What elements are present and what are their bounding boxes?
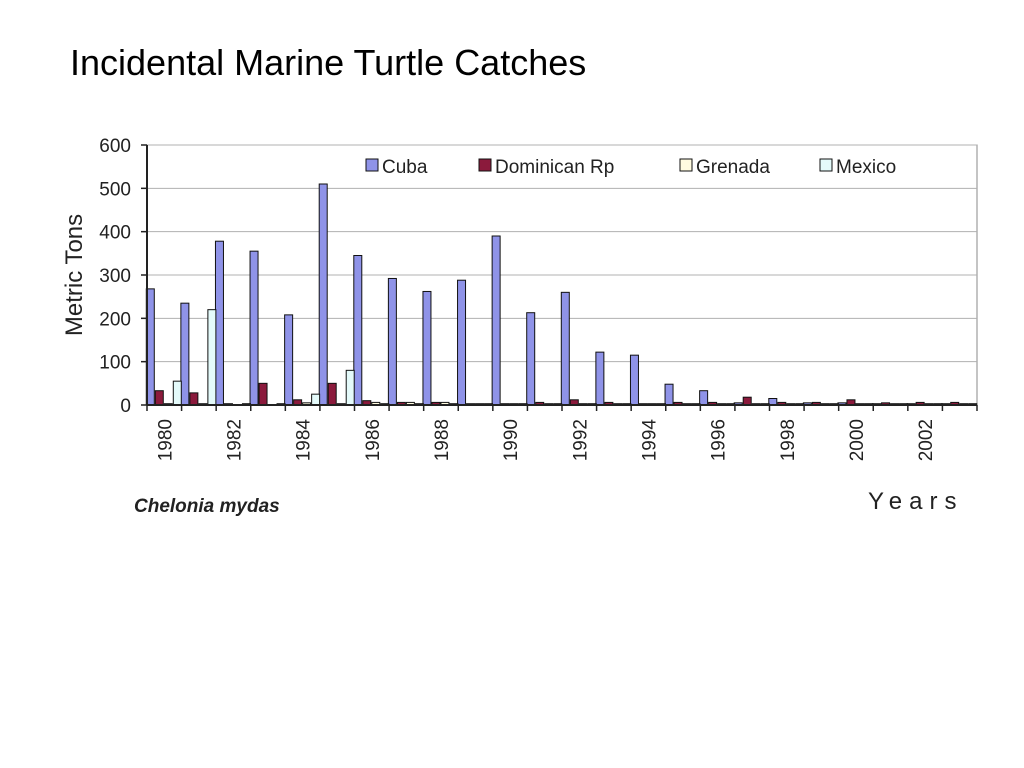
x-tick-label: 1982 (224, 419, 245, 461)
x-axis-label: Years (868, 488, 964, 515)
x-tick-label: 1994 (639, 419, 660, 462)
y-tick-label: 300 (99, 266, 131, 287)
legend-label-grenada: Grenada (696, 157, 770, 178)
legend-swatch-grenada (679, 158, 693, 172)
x-tick-label: 2002 (916, 419, 937, 461)
bar-dominican-rp-1983 (258, 382, 268, 406)
bar-cuba-1996 (699, 390, 709, 406)
x-tick-label: 1990 (501, 419, 522, 461)
bar-cuba-1988 (422, 290, 432, 406)
x-tick-label: 1988 (432, 419, 453, 461)
x-tick-labels: 1980 1982 1984 1986 1988 1990 1992 1994 1996 1998… (155, 419, 937, 462)
x-tick-label: 1980 (155, 419, 176, 461)
y-tick-label: 200 (99, 309, 131, 330)
x-tick-label: 1986 (363, 419, 384, 461)
y-tick-labels: 0 100 200 300 400 500 600 (99, 136, 147, 417)
y-tick-label: 500 (99, 179, 131, 200)
bar-dominican-rp-1981 (189, 392, 199, 406)
bar-cuba-1981 (180, 302, 190, 406)
legend-swatch-mexico (819, 158, 833, 172)
bar-cuba-1995 (664, 383, 674, 406)
bar-cuba-1986 (353, 255, 363, 406)
bar-cuba-1994 (629, 354, 639, 406)
bar-cuba-1982 (214, 240, 224, 406)
y-axis-label: Metric Tons (61, 214, 88, 336)
legend-label-dominican-rp: Dominican Rp (495, 157, 614, 178)
bar-dominican-rp-1985 (327, 382, 337, 406)
x-tick-label: 2000 (847, 419, 868, 461)
y-tick-label: 0 (120, 396, 131, 417)
y-tick-label: 400 (99, 223, 131, 244)
bar-mexico-1984 (311, 393, 321, 406)
bar-cuba-1987 (387, 277, 397, 406)
bar-cuba-1984 (284, 314, 294, 406)
bar-cuba-1989 (457, 279, 467, 406)
legend-label-mexico: Mexico (836, 157, 896, 178)
bar-mexico-1981 (207, 309, 217, 406)
y-tick-label: 100 (99, 353, 131, 374)
species-label: Chelonia mydas (134, 496, 280, 517)
bar-dominican-rp-1997 (742, 396, 752, 406)
bar-mexico-1985 (345, 369, 355, 406)
bar-cuba-1991 (526, 312, 536, 406)
bar-cuba-1990 (491, 235, 501, 406)
bar-cuba-1983 (249, 250, 259, 406)
legend-label-cuba: Cuba (382, 157, 428, 178)
x-tick-label: 1984 (294, 419, 315, 462)
x-tick-label: 1998 (778, 419, 799, 461)
bar-mexico-1980 (172, 380, 182, 406)
legend-swatch-cuba (365, 158, 379, 172)
y-tick-label: 600 (99, 136, 131, 157)
bar-dominican-rp-1980 (154, 390, 164, 406)
legend-swatch-dominican-rp (478, 158, 492, 172)
x-tick-label: 1992 (570, 419, 591, 461)
x-tick-label: 1996 (709, 419, 730, 461)
bar-cuba-1992 (560, 291, 570, 406)
bar-cuba-1985 (318, 183, 328, 406)
slide-title: Incidental Marine Turtle Catches (70, 42, 587, 83)
chart-legend: Cuba Dominican Rp Grenada Mexico (365, 157, 896, 178)
bar-cuba-1993 (595, 351, 605, 406)
